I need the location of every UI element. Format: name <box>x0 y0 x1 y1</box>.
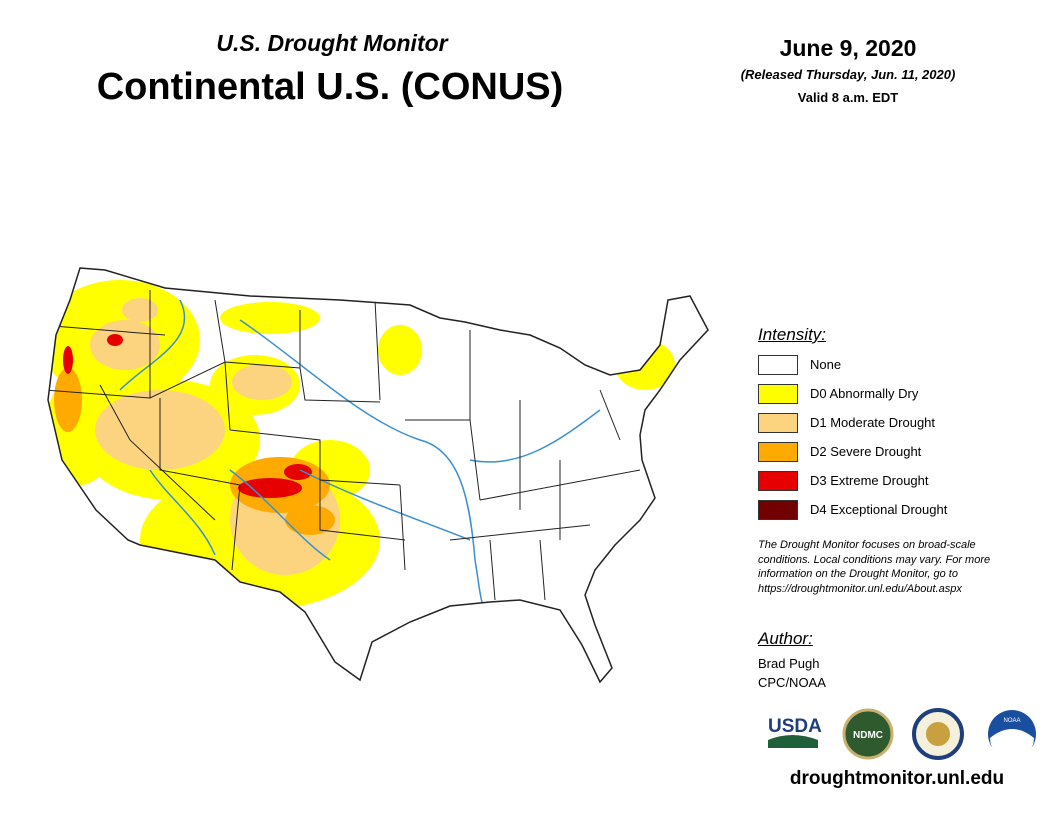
legend-label: D2 Severe Drought <box>810 444 922 459</box>
drought-area <box>54 368 82 432</box>
footer-url: droughtmonitor.unl.edu <box>789 768 1005 789</box>
river <box>229 469 331 561</box>
title: Continental U.S. (CONUS) <box>96 66 564 108</box>
drought-area <box>285 505 335 535</box>
river <box>239 319 486 611</box>
river <box>149 469 216 556</box>
legend-label: D3 Extreme Drought <box>810 473 929 488</box>
drought-area <box>122 298 158 322</box>
released: (Released Thursday, Jun. 11, 2020) <box>740 67 956 82</box>
legend-label: D4 Exceptional Drought <box>810 502 948 517</box>
legend-label: D1 Moderate Drought <box>810 415 936 430</box>
note-line: information on the Drought Monitor, go t… <box>758 568 958 580</box>
author-org: CPC/NOAA <box>758 675 826 690</box>
drought-area <box>378 325 422 375</box>
state-lines <box>48 290 641 601</box>
valid: Valid 8 a.m. EDT <box>797 90 899 105</box>
legend-label: D0 Abnormally Dry <box>810 386 919 401</box>
drought-area <box>160 537 200 553</box>
drought-area <box>63 346 73 374</box>
drought-areas <box>48 280 675 610</box>
state-line <box>48 290 641 601</box>
author-title: Author: <box>758 629 813 648</box>
legend-swatch <box>758 413 798 433</box>
note-line: https://droughtmonitor.unl.edu/About.asp… <box>758 582 962 595</box>
legend-swatch <box>758 500 798 520</box>
author-name: Brad Pugh <box>758 656 820 671</box>
legend-swatch <box>758 471 798 491</box>
date: June 9, 2020 <box>779 35 917 61</box>
river <box>469 409 601 463</box>
drought-area <box>615 340 675 390</box>
drought-area <box>90 320 160 370</box>
legend-swatch <box>758 355 798 375</box>
drought-area <box>107 334 123 346</box>
drought-area <box>232 364 292 400</box>
legend-swatch <box>758 442 798 462</box>
legend-title: Intensity: <box>758 325 827 344</box>
note-line: The Drought Monitor focuses on broad-sca… <box>758 539 976 551</box>
note-line: conditions. Local conditions may vary. F… <box>758 553 991 566</box>
drought-area <box>284 464 312 480</box>
subtitle: U.S. Drought Monitor <box>216 30 448 56</box>
drought-area <box>220 302 320 334</box>
drought-area <box>238 478 302 498</box>
legend-label: None <box>810 357 842 372</box>
rivers <box>119 299 601 611</box>
river <box>119 299 186 391</box>
legend-swatch <box>758 384 798 404</box>
